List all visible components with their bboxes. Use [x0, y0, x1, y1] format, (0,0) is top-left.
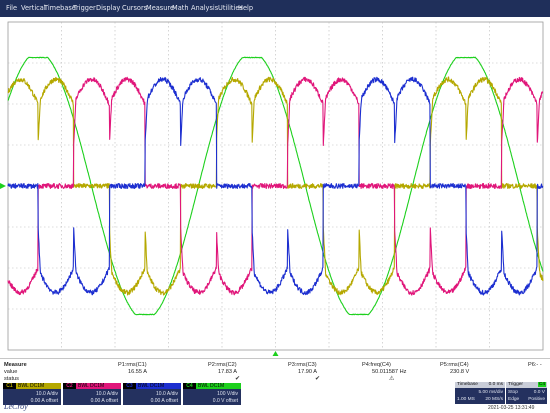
channel-settings: 10.0 A/div 0.00 A offset	[3, 389, 61, 405]
measure-name[interactable]: P1:rms(C1)	[118, 362, 147, 368]
menu-utilities[interactable]: Utilities	[218, 4, 243, 12]
channel-descriptor-c4[interactable]: C4 BWL DC1M 100 V/div 0.0 V offset	[183, 383, 241, 405]
menu-file[interactable]: File	[6, 4, 18, 12]
timestamp: 2021-03-25 13:31:49	[488, 405, 535, 411]
channel-offset: 0.00 A offset	[30, 398, 58, 404]
menu-math[interactable]: Math	[172, 4, 189, 12]
channel-scale: 10.0 A/div	[156, 391, 178, 397]
channel-name: BWL DC1M	[78, 383, 105, 389]
menu-measure[interactable]: Measure	[146, 4, 175, 12]
channel-header: C4 BWL DC1M	[183, 383, 241, 389]
channel-offset: 0.00 A offset	[90, 398, 118, 404]
measure-name[interactable]: P4:freq(C4)	[362, 362, 391, 368]
menu-trigger[interactable]: Trigger	[73, 4, 96, 12]
trigger-source-badge: C4	[537, 382, 546, 387]
timebase-descriptor[interactable]: Timebase 0.0 ms 5.00 ms/div 1.00 MS 20 M…	[455, 382, 505, 404]
trigger-type: Edge	[508, 397, 520, 402]
channel-name: BWL DC1M	[18, 383, 45, 389]
measure-name[interactable]: P6:- -	[528, 362, 542, 368]
waveform-display[interactable]	[0, 17, 550, 356]
channel-tag: C3	[123, 383, 136, 389]
menu-cursors[interactable]: Cursors	[122, 4, 148, 12]
channel-offset: 0.00 A offset	[150, 398, 178, 404]
measure-value: 17.90 A	[298, 369, 317, 375]
markers	[0, 183, 279, 356]
channel-name: BWL DC1M	[138, 383, 165, 389]
lecroy-logo: LeCroy	[4, 402, 28, 411]
channel-descriptor-c2[interactable]: C2 BWL DC1M 10.0 A/div 0.00 A offset	[63, 383, 121, 405]
channel-tag: C2	[63, 383, 76, 389]
channel-header: C1 BWL DC1M	[3, 383, 61, 389]
trace-c1-current	[7, 76, 544, 296]
measure-title: Measure	[4, 362, 27, 368]
channel-scale: 10.0 A/div	[96, 391, 118, 397]
trigger-label: Trigger	[506, 382, 547, 388]
measure-name[interactable]: P3:rms(C3)	[288, 362, 317, 368]
trigger-descriptor[interactable]: Trigger C4 Stop 0.0 V Edge Positive	[506, 382, 547, 404]
measure-status-label: status	[4, 376, 19, 382]
timebase-delay: 0.0 ms	[488, 382, 503, 387]
channel-offset: 0.0 V offset	[212, 398, 238, 404]
timebase-samples: 1.00 MS	[457, 397, 475, 402]
traces	[7, 56, 544, 316]
trigger-position-icon[interactable]	[272, 351, 279, 356]
trigger-mode: Stop	[508, 390, 518, 395]
measure-value: 230.8 V	[450, 369, 470, 375]
channel-tag: C1	[3, 383, 16, 389]
channel-tag: C4	[183, 383, 196, 389]
trace-c3-current	[7, 76, 544, 296]
timebase-per-div: 5.00 ms/div	[478, 390, 503, 395]
channel-header: C2 BWL DC1M	[63, 383, 121, 389]
measure-panel: Measure value status P1:rms(C1) 16.55 A P2…	[0, 358, 550, 384]
measure-name[interactable]: P2:rms(C2)	[208, 362, 237, 368]
channel-header: C3 BWL DC1M	[123, 383, 181, 389]
measure-value: 17.83 A	[218, 369, 237, 375]
waveform-canvas[interactable]	[0, 17, 550, 356]
measure-status: ✔	[315, 376, 321, 382]
channel-scale: 10.0 A/div	[36, 391, 58, 397]
channel-scale: 100 V/div	[217, 391, 238, 397]
channel-descriptor-c1[interactable]: C1 BWL DC1M 10.0 A/div 0.00 A offset	[3, 383, 61, 405]
menu-timebase[interactable]: Timebase	[44, 4, 76, 12]
measure-name[interactable]: P5:rms(C4)	[440, 362, 469, 368]
timebase-label: Timebase	[455, 382, 505, 388]
menu-display[interactable]: Display	[96, 4, 121, 12]
measure-status: ⚠	[389, 376, 395, 382]
timebase-rate: 20 MS/s	[485, 397, 503, 402]
ground-marker-icon[interactable]	[0, 183, 6, 189]
menu-help[interactable]: Help	[238, 4, 254, 12]
measure-value: 16.55 A	[128, 369, 147, 375]
trace-c2-current	[7, 76, 544, 296]
channel-settings: 10.0 A/div 0.00 A offset	[123, 389, 181, 405]
trigger-slope: Positive	[528, 397, 545, 402]
menu-vertical[interactable]: Vertical	[21, 4, 46, 12]
timebase-trigger-panel[interactable]: Timebase 0.0 ms 5.00 ms/div 1.00 MS 20 M…	[455, 382, 547, 404]
menu-bar: File Vertical Timebase Trigger Display Cursor…	[0, 0, 550, 17]
menu-analysis[interactable]: Analysis	[191, 4, 219, 12]
channel-descriptor-c3[interactable]: C3 BWL DC1M 10.0 A/div 0.00 A offset	[123, 383, 181, 405]
measure-value: 50.011587 Hz	[372, 369, 407, 375]
measure-status: ✔	[235, 376, 241, 382]
channel-settings: 100 V/div 0.0 V offset	[183, 389, 241, 405]
trigger-value: 0.0 V	[533, 390, 545, 395]
channel-settings: 10.0 A/div 0.00 A offset	[63, 389, 121, 405]
channel-name: BWL DC1M	[198, 383, 225, 389]
measure-value-label: value	[4, 369, 18, 375]
